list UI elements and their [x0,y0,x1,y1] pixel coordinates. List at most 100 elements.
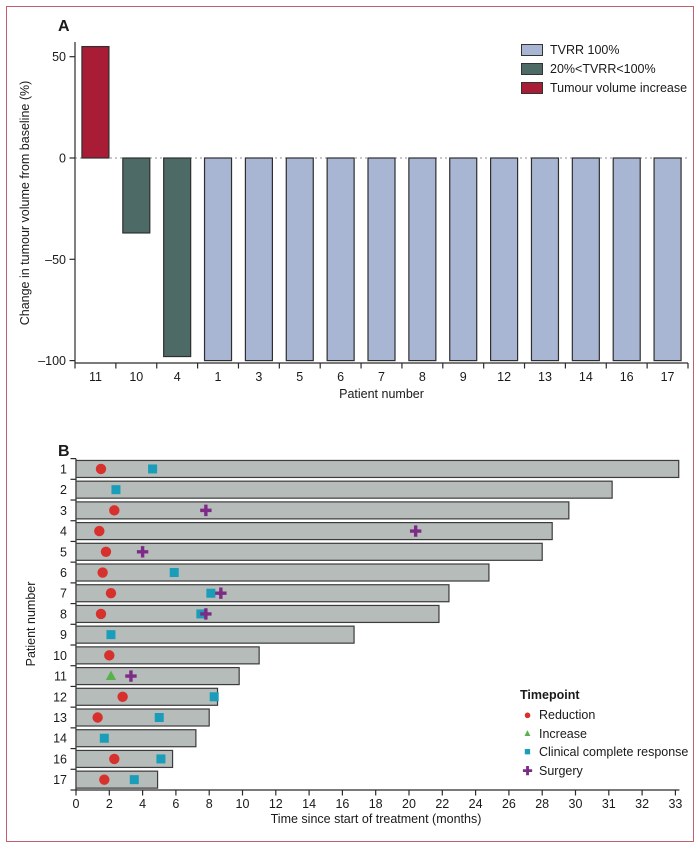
bar-patient-8 [408,157,437,362]
duration-bar-patient-11 [75,666,240,686]
x-tick-label: 18 [369,797,383,811]
duration-bar-patient-12 [75,687,219,706]
surgery-marker [200,504,212,517]
x-tick-label: 4 [174,370,181,384]
clinical-complete-response-marker [111,485,121,495]
bar-patient-3 [244,157,273,362]
legend-item-volume-increase: Tumour volume increase [521,82,687,94]
duration-bar-patient-14 [75,729,197,748]
reduction-circle-icon: ● [523,707,532,722]
panel-a-legend: TVRR 100% 20%<TVRR<100% Tumour volume in… [521,44,687,101]
x-tick-label: 0 [73,797,80,811]
reduction-marker [100,546,112,558]
x-tick-label: 14 [579,370,593,384]
bar-patient-11 [81,45,110,159]
legend-label: Tumour volume increase [550,81,688,95]
y-tick-label: 10 [53,649,67,663]
x-tick-label: 2 [106,797,113,811]
y-tick-label: 4 [60,525,67,539]
y-tick-label: 13 [53,711,67,725]
reduction-marker [117,691,128,702]
duration-bar-patient-17 [75,770,159,789]
clinical-complete-response-marker [148,464,158,474]
legend-item-clinical-complete-response: ■ Clinical complete response [520,745,688,759]
reduction-marker [97,567,108,578]
x-tick-label: 4 [139,797,146,811]
y-tick-label: 50 [52,50,66,64]
y-tick-label: 8 [60,607,67,621]
clinical-complete-response-marker [156,754,166,764]
surgery-marker [215,587,227,599]
partial-tvrr-swatch-icon [521,63,543,75]
reduction-marker [104,650,115,661]
x-tick-label: 14 [302,797,316,811]
y-tick-label: 14 [53,732,67,746]
x-tick-label: 26 [502,797,516,811]
y-tick-label: 9 [60,628,67,642]
panel-b-y-axis-title: Patient number [24,581,38,667]
x-tick-label: 24 [469,797,483,811]
x-tick-label: 1 [215,370,222,384]
surgery-marker [136,546,149,558]
x-tick-label: 11 [89,370,102,384]
reduction-marker [95,463,107,475]
x-tick-label: 10 [236,797,250,811]
y-tick-label: 5 [60,545,67,559]
x-tick-label: 30 [569,797,583,811]
surgery-marker [125,670,137,682]
duration-bar-patient-4 [75,521,553,541]
x-tick-label: 6 [337,370,344,384]
duration-bar-patient-3 [75,501,570,520]
panel-a-label: A [58,18,70,35]
x-tick-label: 7 [378,370,385,384]
y-tick-label: 6 [60,566,67,580]
bar-patient-7 [367,157,396,362]
duration-bar-patient-7 [75,584,450,603]
legend-item-increase: ▲ Increase [520,727,688,741]
x-tick-label: 8 [419,370,426,384]
bar-patient-14 [571,157,600,362]
reduction-marker [95,608,107,620]
legend-item-partial-tvrr: 20%<TVRR<100% [521,63,687,75]
x-tick-label: 20 [402,797,416,811]
surgery-plus-icon: ✚ [522,763,533,778]
duration-bar-patient-8 [75,604,440,624]
panel-b-legend: Timepoint ● Reduction ▲ Increase ■ Clini… [520,688,688,782]
y-tick-label: 0 [59,152,66,166]
x-tick-label: 9 [460,370,467,384]
y-tick-label: 2 [60,483,67,497]
duration-bar-patient-6 [75,563,490,582]
x-tick-label: 22 [435,797,449,811]
legend-item-reduction: ● Reduction [520,707,688,723]
clinical-complete-response-square-icon: ■ [524,746,531,758]
bar-patient-9 [449,157,478,362]
duration-bar-patient-2 [75,480,613,499]
bar-patient-17 [653,157,682,362]
reduction-marker [94,525,105,537]
y-tick-label: 11 [54,670,67,684]
clinical-complete-response-marker [106,630,116,640]
bar-patient-13 [530,157,560,362]
tvrr100-swatch-icon [521,44,543,56]
y-tick-label: –50 [45,253,66,267]
reduction-marker [105,588,117,599]
legend-label: Increase [539,726,587,741]
bar-patient-5 [285,157,314,362]
x-tick-label: 3 [255,370,262,384]
y-tick-label: 3 [60,504,67,518]
x-tick-label: 17 [661,370,675,384]
x-tick-label: 33 [668,797,682,811]
x-tick-label: 12 [269,797,283,811]
duration-bar-patient-10 [75,646,260,665]
x-tick-label: 5 [296,370,303,384]
x-tick-label: 28 [535,797,549,811]
clinical-complete-response-marker [129,775,139,785]
y-tick-label: 7 [60,587,67,601]
reduction-marker [99,774,110,785]
clinical-complete-response-marker [206,588,216,598]
legend-label: 20%<TVRR<100% [550,62,656,76]
legend-label: Surgery [539,763,583,778]
